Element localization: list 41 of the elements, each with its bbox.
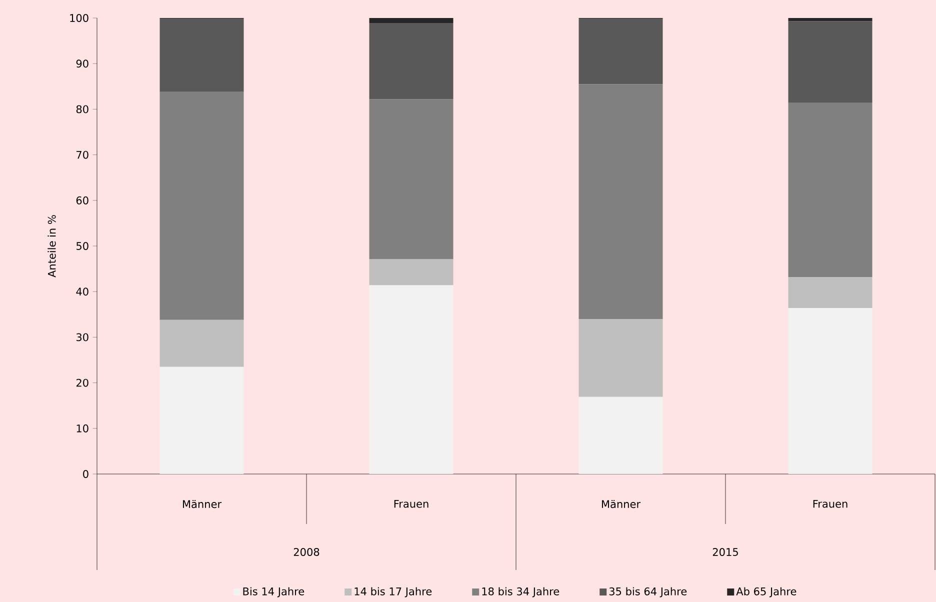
- y-tick-label: 10: [76, 424, 88, 432]
- y-tick-label: 60: [76, 196, 88, 204]
- x-tick-label: Männer: [182, 500, 222, 508]
- y-tick-label: 20: [76, 378, 88, 387]
- bar: [788, 102, 872, 278]
- bar: [578, 18, 663, 84]
- y-tick-label: 80: [76, 105, 88, 114]
- legend-label: 35 bis 64 Jahre: [609, 587, 687, 598]
- bar: [788, 18, 872, 22]
- bar: [160, 18, 244, 92]
- y-axis-title: Anteile in %: [48, 215, 56, 278]
- legend-label: 18 bis 34 Jahre: [482, 587, 560, 598]
- bar: [369, 99, 454, 260]
- y-tick-label: 30: [76, 333, 88, 342]
- y-tick-label: 100: [70, 14, 88, 22]
- text: 2008: [294, 548, 320, 556]
- legend-label: 14 bis 17 Jahre: [354, 587, 432, 598]
- x-tick-label: Männer: [602, 500, 641, 508]
- bar: [788, 277, 872, 308]
- y-tick-label: 90: [76, 60, 88, 68]
- bar: [578, 318, 663, 397]
- bar: [788, 21, 872, 103]
- bar: [578, 396, 663, 474]
- bar: [788, 308, 872, 474]
- text: 2015: [712, 548, 738, 556]
- bar: [160, 320, 244, 367]
- bar: [369, 259, 454, 286]
- bar: [369, 285, 454, 474]
- bar: [160, 92, 244, 320]
- legend-label: Bis 14 Jahre: [243, 587, 304, 598]
- bar: [369, 23, 454, 100]
- legend-label: Ab 65 Jahre: [736, 587, 796, 598]
- bar: [369, 18, 454, 24]
- x-tick-label: Frauen: [813, 500, 848, 508]
- y-tick-label: 70: [76, 150, 88, 159]
- y-tick-label: 40: [76, 288, 88, 296]
- bar: [160, 366, 244, 474]
- y-tick-label: 0: [83, 470, 88, 478]
- x-tick-label: Frauen: [394, 500, 428, 508]
- y-tick-label: 50: [76, 242, 88, 250]
- bar: [578, 84, 663, 319]
